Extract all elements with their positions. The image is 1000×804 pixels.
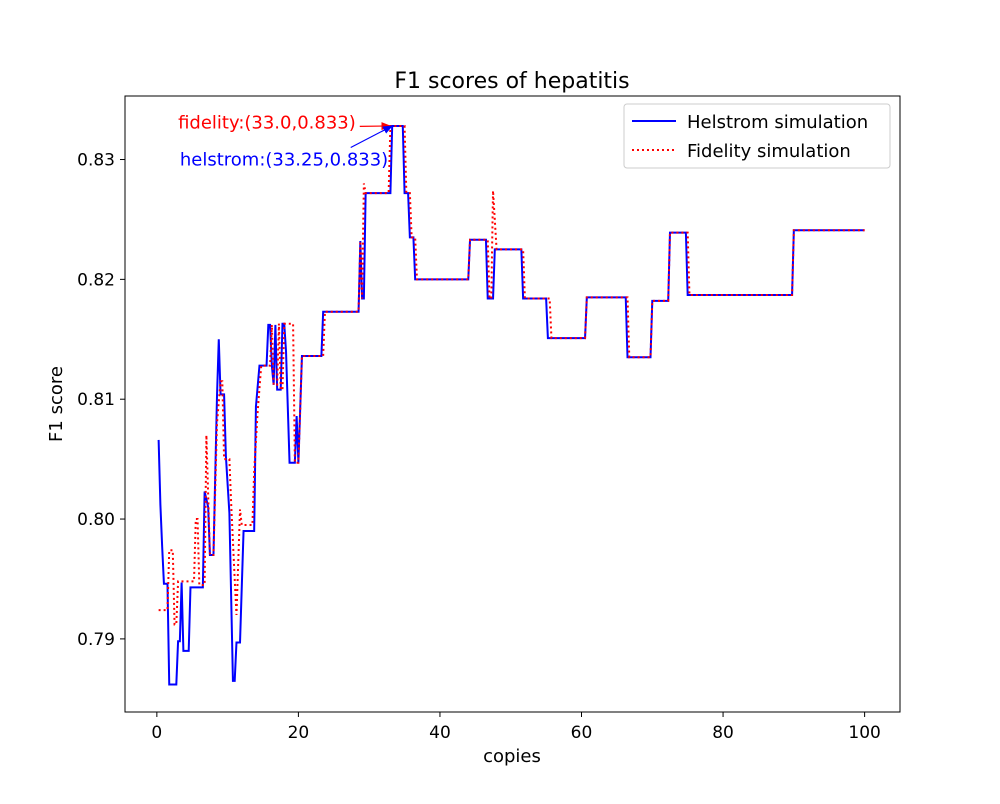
chart-title: F1 scores of hepatitis [394,69,629,94]
legend-label-fidelity: Fidelity simulation [687,141,851,162]
x-tick-label: 80 [712,723,734,743]
y-tick-label: 0.81 [77,390,115,410]
x-axis-label: copies [483,746,541,767]
x-tick-label: 100 [848,723,880,743]
legend-label-helstrom: Helstrom simulation [687,112,868,133]
y-tick-label: 0.80 [77,510,115,530]
x-tick-label: 40 [429,723,451,743]
y-axis-label: F1 score [46,366,67,442]
legend: Helstrom simulation Fidelity simulation [624,104,890,168]
x-tick-label: 0 [151,723,162,743]
annotation-label: helstrom:(33.25,0.833) [180,150,388,171]
x-tick-label: 20 [288,723,310,743]
y-tick-label: 0.79 [77,630,115,650]
x-tick-label: 60 [571,723,593,743]
annotation-label: fidelity:(33.0,0.833) [178,112,356,133]
y-tick-label: 0.82 [77,270,115,290]
y-tick-label: 0.83 [77,151,115,171]
